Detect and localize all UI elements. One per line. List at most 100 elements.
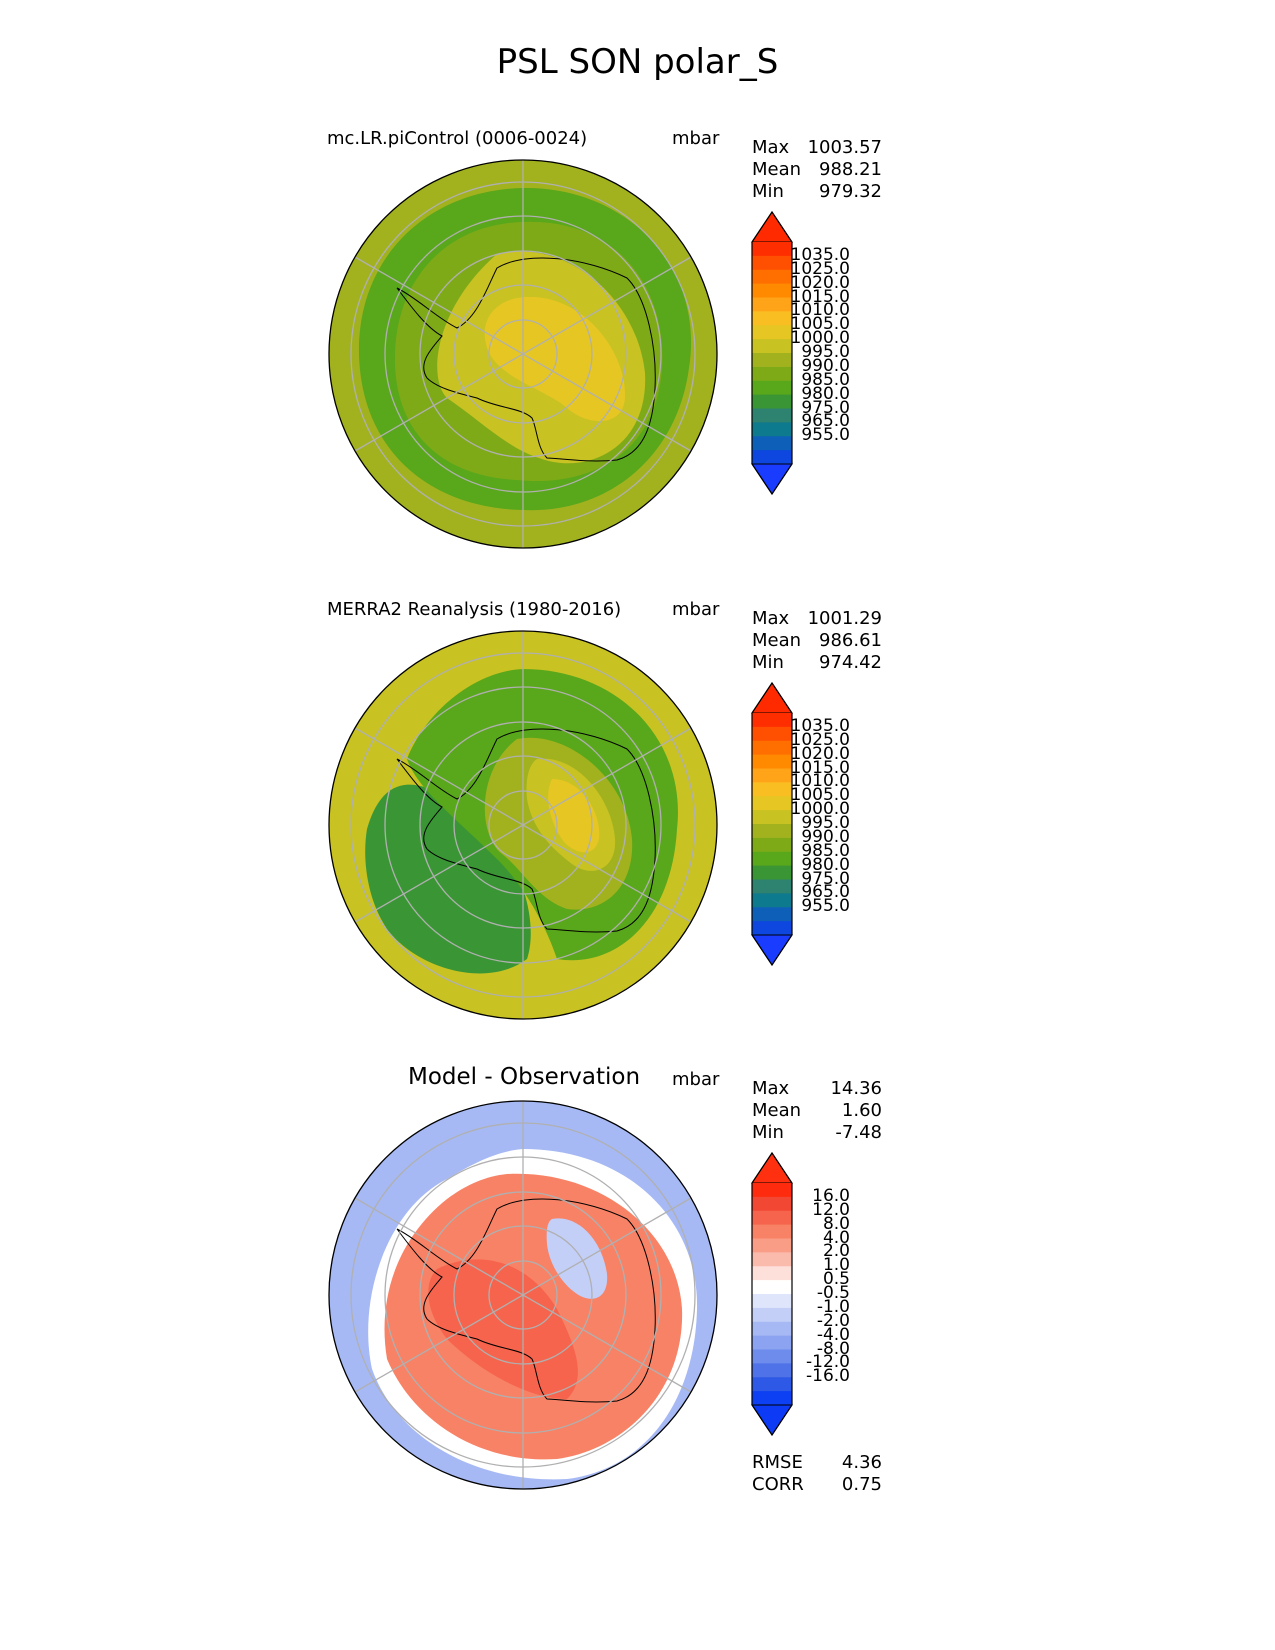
colorbar-band (752, 255, 792, 271)
stat-label: Max (752, 137, 790, 158)
stat-label: Max (752, 1078, 790, 1099)
map-boundary (328, 1100, 718, 1490)
colorbar-tick-label: 990.0 (801, 826, 850, 847)
colorbar-band (752, 796, 792, 811)
colorbar-extend-min (751, 934, 793, 966)
graticule (350, 631, 696, 1019)
stat-rmse: 4.36 (841, 1452, 882, 1473)
colorbar-band (752, 339, 792, 354)
polar-map-obs (328, 630, 718, 1020)
colorbar-band (752, 394, 792, 409)
stat-label: Mean (752, 1100, 802, 1121)
colorbar-outline (751, 1151, 793, 1436)
stat-label: Min (752, 1122, 784, 1143)
colorbar-tick-label: 1025.0 (790, 729, 850, 750)
colorbar-tick-label: -4.0 (816, 1324, 850, 1345)
colorbar-tick-label: 995.0 (801, 813, 850, 833)
colorbar-band (752, 810, 792, 825)
colorbar-tick-label: 965.0 (801, 882, 850, 903)
colorbar-band (752, 879, 792, 894)
stat-label: Max (752, 608, 790, 629)
colorbar-band (752, 1294, 792, 1309)
colorbar-tick-label: 16.0 (812, 1185, 850, 1206)
colorbar-band (752, 1183, 792, 1198)
stat-mean: 1.60 (841, 1100, 882, 1121)
colorbar-tick-label: 1015.0 (790, 286, 850, 307)
colorbar-tick-label: 1010.0 (790, 771, 850, 792)
colorbar-tick-label: 1000.0 (790, 799, 850, 820)
colorbar-extend-min (751, 463, 793, 495)
units-diff: mbar (672, 1069, 720, 1090)
colorbar-band (752, 907, 792, 922)
colorbar-outline (751, 681, 793, 966)
colorbar-band (752, 713, 792, 728)
units-model: mbar (672, 128, 720, 149)
map-boundary (328, 159, 718, 549)
colorbar-tick-label: 985.0 (801, 369, 850, 390)
colorbar-band (752, 1391, 792, 1406)
colorbar-band (752, 837, 792, 853)
panel-title-obs: MERRA2 Reanalysis (1980-2016) (327, 599, 622, 620)
colorbar-tick-label: 1005.0 (790, 314, 850, 335)
colorbar-band (752, 1252, 792, 1267)
colorbar-tick-label: 1020.0 (790, 743, 850, 764)
graticule (350, 1101, 696, 1489)
colorbar-band (752, 436, 792, 451)
colorbar-band (752, 851, 792, 867)
colorbar-band (752, 1224, 792, 1239)
colorbar-band (752, 353, 792, 368)
panel-title-diff: Model - Observation (408, 1064, 641, 1090)
colorbar-band (752, 422, 792, 437)
colorbar-tick-label: 985.0 (801, 840, 850, 861)
stat-mean: 986.61 (819, 630, 882, 651)
colorbar-tick-label: 8.0 (822, 1213, 850, 1234)
colorbar-extend-max (751, 682, 793, 714)
stats-model: Max 1003.57 Mean 988.21 Min 979.32 (752, 137, 882, 203)
colorbar-band (752, 1307, 792, 1323)
colorbar-band (752, 1321, 792, 1337)
colorbar-tick-label: 1015.0 (790, 757, 850, 778)
figure-title: PSL SON polar_S (496, 42, 779, 82)
colorbar-band (752, 1196, 792, 1212)
polar-map-model (328, 159, 718, 549)
colorbar-tick-label: 995.0 (801, 342, 850, 362)
colorbar-tick-label: 955.0 (801, 896, 850, 917)
colorbar-tick-label: 975.0 (801, 397, 850, 418)
colorbar-band (752, 782, 792, 797)
stat-label: RMSE (752, 1452, 803, 1473)
colorbar-band (752, 450, 792, 465)
stats-obs: Max 1001.29 Mean 986.61 Min 974.42 (752, 608, 882, 674)
colorbar-band (752, 726, 792, 742)
colorbar-tick-label: 955.0 (801, 425, 850, 446)
stat-max: 14.36 (830, 1078, 882, 1099)
stats-diff-extra: RMSE 4.36 CORR 0.75 (752, 1452, 882, 1496)
colorbar-tick-label: 965.0 (801, 411, 850, 432)
colorbar-obs (751, 681, 793, 966)
colorbar-tick-label: -16.0 (806, 1366, 850, 1387)
colorbar-tick-label: 1005.0 (790, 785, 850, 806)
colorbar-band (752, 768, 792, 783)
region-pole-high (548, 779, 600, 853)
colorbar-tick-label: -12.0 (806, 1352, 850, 1373)
stat-min: 974.42 (819, 652, 882, 673)
colorbar-diff (751, 1151, 793, 1436)
colorbar-band (752, 740, 792, 756)
colorbar-band (752, 1377, 792, 1392)
colorbar-tick-label: 980.0 (801, 854, 850, 875)
colorbar-extend-max (751, 1152, 793, 1184)
map-boundary (328, 630, 718, 1020)
colorbar-tick-label: 12.0 (812, 1199, 850, 1220)
colorbar-tick-label: 990.0 (801, 355, 850, 376)
colorbar-band (752, 1335, 792, 1350)
colorbar-tick-label: 1025.0 (790, 258, 850, 279)
colorbar-band (752, 283, 792, 298)
stat-min: 979.32 (819, 181, 882, 202)
colorbar-tick-label: 980.0 (801, 383, 850, 404)
colorbar-tick-label: 2.0 (822, 1241, 850, 1262)
units-obs: mbar (672, 599, 720, 620)
colorbar-extend-min (751, 1404, 793, 1436)
colorbar-band (752, 242, 792, 257)
stat-label: CORR (752, 1474, 804, 1495)
graticule (350, 160, 696, 548)
colorbar-tick-label: 1.0 (822, 1255, 850, 1276)
